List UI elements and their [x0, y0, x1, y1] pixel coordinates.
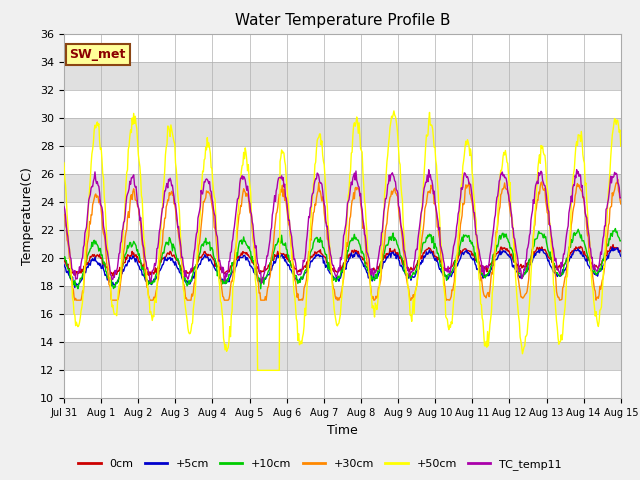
Bar — [64, 90, 621, 118]
Bar — [64, 146, 621, 174]
Title: Water Temperature Profile B: Water Temperature Profile B — [235, 13, 450, 28]
Text: SW_met: SW_met — [70, 48, 126, 61]
Bar — [64, 258, 621, 286]
Bar — [64, 174, 621, 202]
Bar — [64, 286, 621, 314]
Bar — [64, 61, 621, 90]
Bar — [64, 34, 621, 61]
Bar — [64, 371, 621, 398]
Bar — [64, 118, 621, 146]
Y-axis label: Temperature(C): Temperature(C) — [22, 167, 35, 265]
X-axis label: Time: Time — [327, 424, 358, 437]
Bar — [64, 230, 621, 258]
Bar — [64, 314, 621, 342]
Legend: 0cm, +5cm, +10cm, +30cm, +50cm, TC_temp11: 0cm, +5cm, +10cm, +30cm, +50cm, TC_temp1… — [74, 455, 566, 474]
Bar — [64, 202, 621, 230]
Bar — [64, 342, 621, 371]
